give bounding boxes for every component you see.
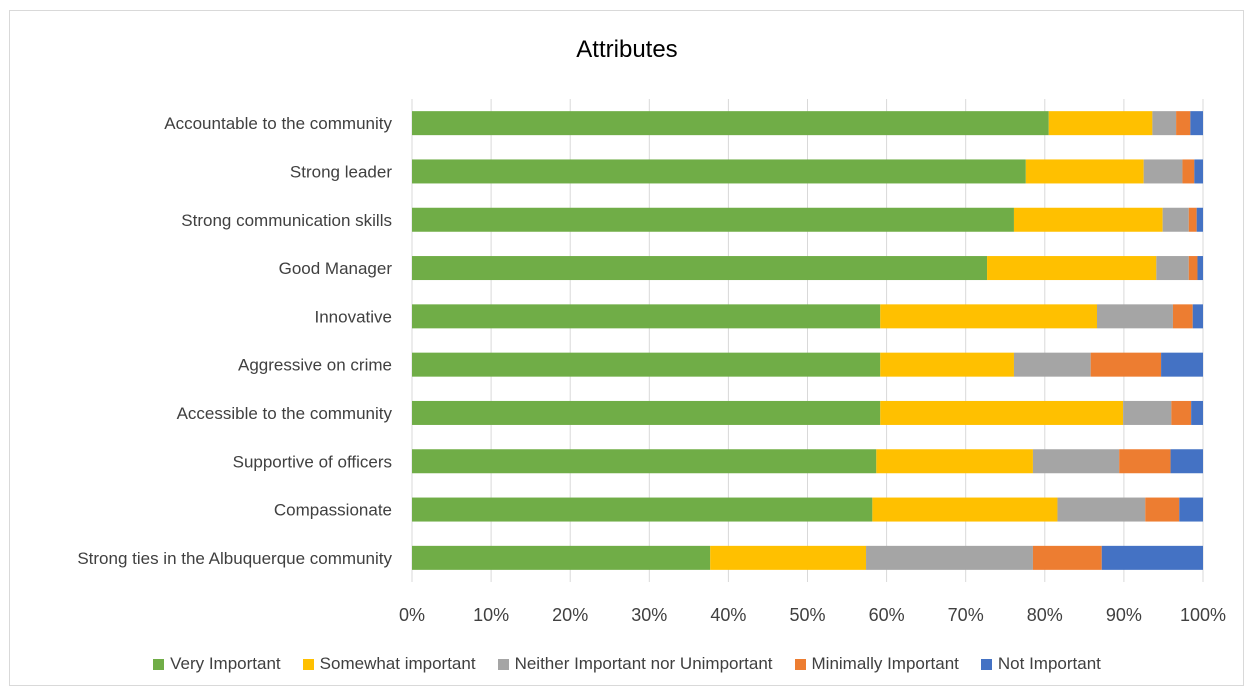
bar-segment — [1190, 111, 1203, 135]
legend-swatch — [153, 659, 164, 670]
bar-segment — [1102, 546, 1203, 570]
x-tick-label: 100% — [1180, 605, 1226, 625]
bar-segment — [1123, 401, 1171, 425]
bar-segment — [1197, 256, 1203, 280]
x-tick-label: 20% — [552, 605, 588, 625]
legend-label: Not Important — [998, 654, 1101, 674]
bar-segment — [1152, 111, 1176, 135]
legend-swatch — [981, 659, 992, 670]
category-label: Strong communication skills — [181, 211, 392, 230]
bar-segment — [872, 498, 1057, 522]
bar-segment — [1173, 304, 1193, 328]
legend-item: Very Important — [153, 654, 281, 674]
x-tick-label: 80% — [1027, 605, 1063, 625]
x-tick-label: 40% — [710, 605, 746, 625]
category-label: Good Manager — [279, 259, 393, 278]
bar-segment — [710, 546, 866, 570]
category-label: Accessible to the community — [177, 404, 393, 423]
bar-segment — [1189, 208, 1197, 232]
bar-segment — [1145, 498, 1179, 522]
x-tick-label: 30% — [631, 605, 667, 625]
legend: Very Important Somewhat important Neither … — [0, 654, 1254, 674]
bar-segment — [1197, 208, 1203, 232]
bar-segment — [1194, 159, 1203, 183]
bar-segment — [412, 304, 880, 328]
legend-label: Minimally Important — [812, 654, 959, 674]
x-tick-label: 10% — [473, 605, 509, 625]
bar-segment — [1171, 449, 1203, 473]
bar-segment — [1189, 256, 1198, 280]
legend-label: Somewhat important — [320, 654, 476, 674]
bar-segment — [1097, 304, 1173, 328]
bar-segment — [412, 546, 710, 570]
bar-segment — [412, 449, 876, 473]
bar-segment — [1014, 353, 1091, 377]
category-label: Supportive of officers — [233, 452, 392, 471]
bar-segment — [412, 401, 880, 425]
bar-segment — [1193, 304, 1203, 328]
bar-segment — [1182, 159, 1194, 183]
bar-segment — [987, 256, 1156, 280]
bar-segment — [1156, 256, 1188, 280]
bar-segment — [1014, 208, 1163, 232]
bar-segment — [1033, 449, 1119, 473]
bar-segment — [1179, 498, 1203, 522]
legend-item: Not Important — [981, 654, 1101, 674]
bar-segment — [1144, 159, 1183, 183]
legend-label: Neither Important nor Unimportant — [515, 654, 773, 674]
bar-segment — [412, 111, 1049, 135]
category-labels: Accountable to the community Strong leade… — [77, 114, 392, 568]
bar-segment — [880, 353, 1014, 377]
bar-segment — [1057, 498, 1145, 522]
legend-item: Somewhat important — [303, 654, 476, 674]
bar-segment — [1033, 546, 1102, 570]
bar-segment — [412, 208, 1014, 232]
bar-segment — [1161, 353, 1203, 377]
category-label: Strong ties in the Albuquerque community — [77, 549, 392, 568]
category-label: Strong leader — [290, 162, 392, 181]
category-label: Innovative — [315, 307, 393, 326]
category-label: Compassionate — [274, 501, 392, 520]
legend-swatch — [303, 659, 314, 670]
bar-segment — [1119, 449, 1170, 473]
bar-segment — [880, 401, 1123, 425]
bar-segment — [1163, 208, 1189, 232]
bar-segment — [880, 304, 1097, 328]
bar-segment — [866, 546, 1033, 570]
legend-swatch — [795, 659, 806, 670]
legend-item: Neither Important nor Unimportant — [498, 654, 773, 674]
bar-segment — [1176, 111, 1190, 135]
category-label: Aggressive on crime — [238, 356, 392, 375]
bar-segment — [1026, 159, 1144, 183]
legend-item: Minimally Important — [795, 654, 959, 674]
bar-segment — [412, 353, 880, 377]
bar-segment — [1049, 111, 1153, 135]
bar-segment — [876, 449, 1033, 473]
bar-segment — [1191, 401, 1203, 425]
x-tick-label: 60% — [869, 605, 905, 625]
bar-segment — [412, 159, 1026, 183]
bar-segment — [412, 256, 987, 280]
x-tick-label: 90% — [1106, 605, 1142, 625]
x-tick-label: 0% — [399, 605, 425, 625]
category-label: Accountable to the community — [164, 114, 392, 133]
x-tick-label: 70% — [948, 605, 984, 625]
legend-swatch — [498, 659, 509, 670]
legend-label: Very Important — [170, 654, 281, 674]
bar-segment — [1171, 401, 1191, 425]
bar-segment — [412, 498, 872, 522]
bar-segment — [1091, 353, 1161, 377]
x-tick-labels: 0% 10% 20% 30% 40% 50% 60% 70% 80% 90% 100% — [399, 605, 1226, 625]
x-tick-label: 50% — [789, 605, 825, 625]
